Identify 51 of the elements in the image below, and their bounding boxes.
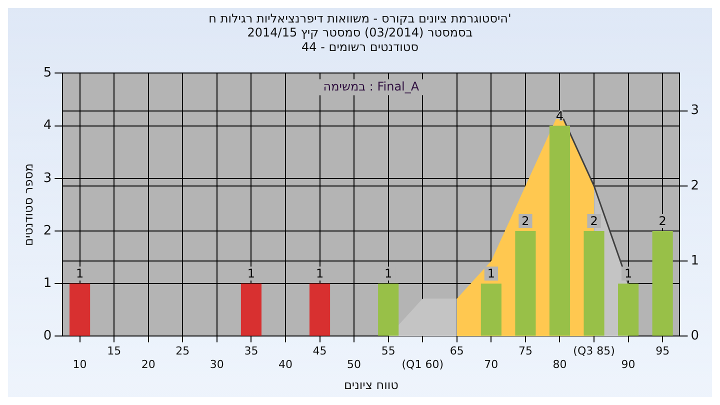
y-tick-label: 4 xyxy=(43,118,52,134)
annotation: במשימה : Final_A xyxy=(323,79,420,94)
y2-tick-label: 3 xyxy=(690,103,700,118)
x-tick-label: 25 xyxy=(176,344,190,358)
y-tick-label: 0 xyxy=(43,328,52,344)
bar xyxy=(549,126,570,336)
x-tick-label: (Q3 85) xyxy=(573,344,615,358)
data-label: 2 xyxy=(522,214,530,228)
x-tick-label: 80 xyxy=(552,358,567,371)
data-label: 2 xyxy=(590,214,598,228)
x-tick-label: 45 xyxy=(312,344,327,358)
x-tick-label: 70 xyxy=(484,358,498,371)
x-axis-title: טווח ציונים xyxy=(344,378,399,392)
data-label: 1 xyxy=(487,266,496,281)
bar xyxy=(618,284,639,336)
y-tick-label: 2 xyxy=(43,223,52,238)
y2-tick-label: 1 xyxy=(690,253,700,268)
bar xyxy=(70,284,90,336)
x-tick-label: 35 xyxy=(244,344,258,358)
x-tick-label: 95 xyxy=(656,344,670,358)
y-tick-label: 1 xyxy=(43,276,52,291)
data-label: 1 xyxy=(76,266,84,281)
y2-tick-label: 0 xyxy=(690,328,700,344)
y-axis-title: מספר סטודנטים xyxy=(21,163,36,246)
bar xyxy=(240,284,262,336)
x-tick-label: 30 xyxy=(210,358,224,371)
bar xyxy=(652,231,673,336)
chart-title: היסטוגרמת ציונים בקורס - משוואות דיפרנציאליות רגילות ח' בסמסטר (03/2014) סמסטר קיץ 2014/15 סטודנטים רשומים - 44 xyxy=(208,11,512,54)
y2-tick-label: 2 xyxy=(690,178,700,194)
y-tick-label: 5 xyxy=(43,66,52,81)
x-tick-label: 40 xyxy=(278,358,292,371)
x-tick-label: 15 xyxy=(107,344,122,358)
data-label: 1 xyxy=(316,266,324,281)
x-tick-label: 50 xyxy=(347,358,362,371)
data-label: 4 xyxy=(556,108,564,123)
y-tick-label: 3 xyxy=(43,170,52,186)
x-tick-label: 65 xyxy=(450,344,464,358)
x-tick-label: 55 xyxy=(381,344,396,358)
x-tick-label: 10 xyxy=(72,358,87,371)
bar xyxy=(309,284,330,336)
x-tick-label: (Q1 60) xyxy=(402,358,444,371)
data-label: 1 xyxy=(384,266,392,281)
bar xyxy=(515,231,536,336)
data-label: 1 xyxy=(247,266,256,281)
data-label: 2 xyxy=(658,214,666,228)
bar xyxy=(480,284,502,336)
x-tick-label: 90 xyxy=(621,358,636,371)
x-tick-label: 20 xyxy=(141,358,156,371)
data-label: 1 xyxy=(624,266,632,281)
bar xyxy=(378,284,399,336)
x-tick-label: 75 xyxy=(518,344,532,358)
